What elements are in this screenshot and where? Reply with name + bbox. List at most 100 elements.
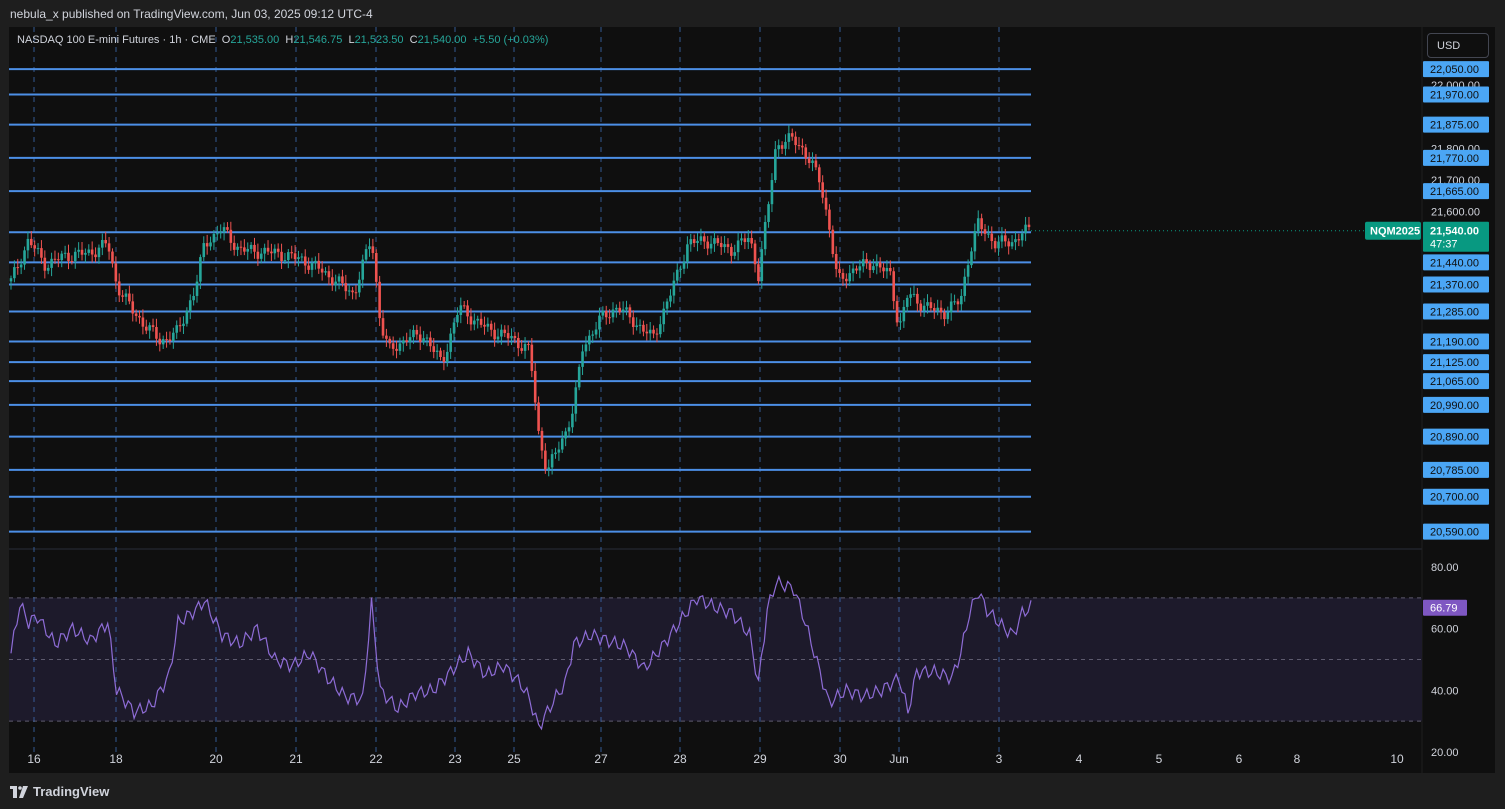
- candle-body: [493, 329, 496, 340]
- ticker-price-badge: [1423, 221, 1489, 252]
- candle-body: [841, 272, 845, 279]
- tradingview-logo-icon: [10, 785, 28, 798]
- candle-body: [730, 246, 733, 256]
- low-label: L: [348, 34, 355, 46]
- candle-body: [418, 334, 422, 342]
- candle-body: [341, 276, 344, 284]
- candle-body: [905, 297, 909, 307]
- candle-body: [763, 221, 767, 250]
- candle-body: [567, 427, 571, 432]
- candle-body: [158, 338, 162, 345]
- candle-body: [161, 339, 165, 345]
- candle-body: [604, 310, 608, 318]
- candle-body: [466, 305, 469, 317]
- candle-body: [743, 238, 747, 243]
- chart-canvas[interactable]: 16 18 20 21 22 23 25 27 28 29 30 Jun 3 4 5 6 8 1022,000.0…: [9, 27, 1495, 773]
- candle-body: [121, 295, 124, 297]
- open-value: 21,535.00: [230, 34, 280, 46]
- candle-body: [547, 467, 551, 470]
- candle-body: [314, 260, 317, 263]
- candle-body: [50, 258, 53, 268]
- candle-body: [445, 351, 449, 363]
- candle-body: [757, 264, 760, 282]
- candle-body: [550, 454, 554, 468]
- tradingview-brand[interactable]: TradingView: [10, 784, 109, 799]
- candle-body: [659, 324, 662, 335]
- candle-body: [293, 253, 297, 260]
- candle-body: [963, 276, 967, 296]
- chart-frame[interactable]: 16 18 20 21 22 23 25 27 28 29 30 Jun 3 4 5 6 8 10 22,000.0…: [9, 27, 1495, 773]
- candle-body: [916, 293, 919, 304]
- candle-body: [391, 343, 395, 349]
- candle-body: [479, 318, 483, 325]
- candle-body: [503, 329, 507, 334]
- candle-body: [817, 167, 821, 183]
- candle-body: [266, 247, 270, 252]
- candle-body: [706, 241, 709, 249]
- candle-body: [361, 259, 365, 280]
- price-level-label: 21,440.00: [1430, 257, 1479, 269]
- candle-body: [588, 335, 591, 345]
- currency-button[interactable]: USD: [1427, 33, 1489, 58]
- candle-body: [134, 313, 138, 316]
- candle-body: [919, 303, 923, 311]
- candle-body: [804, 147, 808, 159]
- candle-body: [381, 318, 385, 336]
- ticker-name-badge[interactable]: [1365, 221, 1421, 240]
- candle-body: [713, 238, 716, 244]
- rsi-axis-tick: 40.00: [1431, 685, 1459, 697]
- candle-body: [828, 209, 831, 230]
- candle-body: [949, 301, 953, 313]
- candle-body: [290, 252, 294, 254]
- candle-body: [983, 229, 987, 234]
- symbol-name: NASDAQ 100 E-mini Futures · 1h · CME: [17, 34, 216, 46]
- candle-body: [571, 413, 574, 428]
- x-axis-tick-label: 16: [27, 752, 41, 766]
- candle-body: [736, 240, 740, 253]
- candle-body: [1020, 233, 1024, 241]
- candle-body: [270, 251, 273, 254]
- high-label: H: [285, 34, 294, 46]
- candle-body: [371, 246, 375, 254]
- x-axis-tick-label: 25: [507, 752, 521, 766]
- candle-body: [473, 320, 476, 325]
- price-level-label-bg: [1423, 276, 1489, 293]
- candle-body: [885, 267, 889, 272]
- candle-body: [236, 246, 239, 250]
- price-level-label: 20,990.00: [1430, 400, 1479, 412]
- candle-body: [980, 218, 983, 230]
- candle-body: [655, 333, 659, 335]
- candle-body: [662, 308, 666, 325]
- candle-body: [232, 242, 236, 250]
- candle-body: [865, 259, 868, 264]
- candle-body: [459, 305, 463, 315]
- candle-body: [483, 324, 486, 327]
- price-level-label: 21,970.00: [1430, 90, 1479, 102]
- candle-body: [560, 438, 564, 450]
- candle-body: [138, 315, 141, 318]
- candle-body: [151, 325, 155, 328]
- candle-body: [709, 243, 713, 249]
- candle-body: [476, 318, 480, 321]
- candle-body: [990, 233, 994, 242]
- price-level-label: 21,285.00: [1430, 306, 1479, 318]
- candle-body: [855, 268, 858, 271]
- candle-body: [80, 249, 84, 255]
- candle-body: [212, 233, 216, 243]
- candle-body: [209, 242, 212, 247]
- price-level-label: 21,770.00: [1430, 153, 1479, 165]
- candle-body: [1014, 239, 1017, 243]
- candle-body: [364, 249, 368, 260]
- candle-body: [107, 243, 111, 252]
- candle-body: [733, 252, 737, 256]
- candle-body: [43, 257, 47, 271]
- price-level-label-bg: [1423, 461, 1489, 478]
- candle-body: [510, 335, 513, 339]
- candle-body: [402, 340, 405, 344]
- candle-body: [520, 348, 523, 351]
- candle-body: [953, 301, 956, 303]
- candle-body: [429, 337, 432, 347]
- candle-body: [273, 248, 277, 254]
- candle-body: [334, 281, 337, 286]
- candle-body: [46, 267, 50, 271]
